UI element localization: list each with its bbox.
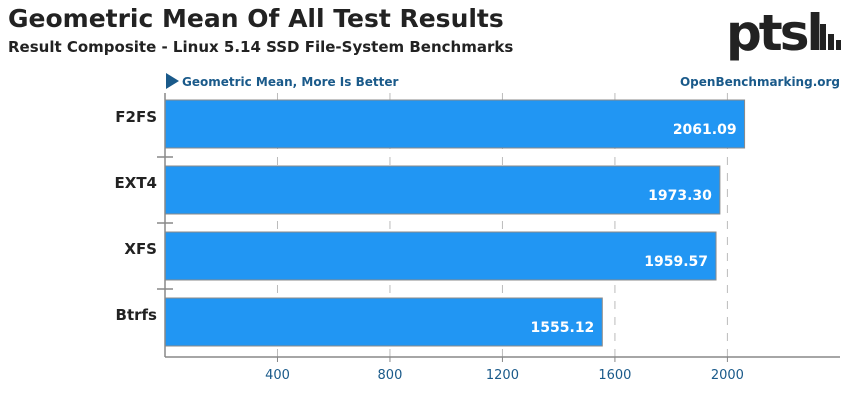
pts-logo-text: ptsl: [726, 6, 821, 62]
bar-xfs: [164, 231, 717, 281]
category-label: EXT4: [115, 174, 157, 192]
category-label: Btrfs: [116, 306, 158, 324]
value-label: 1959.57: [644, 254, 708, 270]
chart-note: Geometric Mean, More Is Better: [182, 75, 398, 89]
value-label: 1973.30: [648, 188, 712, 204]
x-tick-label: 400: [265, 368, 290, 383]
chart-title: Geometric Mean Of All Test Results: [8, 4, 504, 33]
source-label: OpenBenchmarking.org: [680, 75, 840, 89]
x-tick-label: 2000: [711, 368, 744, 383]
x-tick-label: 1600: [598, 368, 631, 383]
x-tick-label: 800: [378, 368, 403, 383]
play-icon: [166, 73, 179, 89]
gridlines: [276, 93, 728, 357]
bar-ext4: [164, 165, 721, 215]
bars-group: 2061.09 F2FS 1973.30 EXT4 1959.57 XFS 1555.12 B…: [115, 99, 746, 347]
pts-logo: ptsl: [726, 6, 841, 62]
bar-f2fs: [164, 99, 746, 149]
chart-subtitle: Result Composite - Linux 5.14 SSD File-S…: [8, 38, 514, 56]
x-tick-label: 1200: [486, 368, 519, 383]
x-ticks: 400 800 1200 1600 2000: [265, 357, 744, 383]
category-label: XFS: [124, 240, 157, 258]
category-label: F2FS: [115, 108, 157, 126]
value-label: 2061.09: [673, 122, 737, 138]
value-label: 1555.12: [531, 320, 595, 336]
